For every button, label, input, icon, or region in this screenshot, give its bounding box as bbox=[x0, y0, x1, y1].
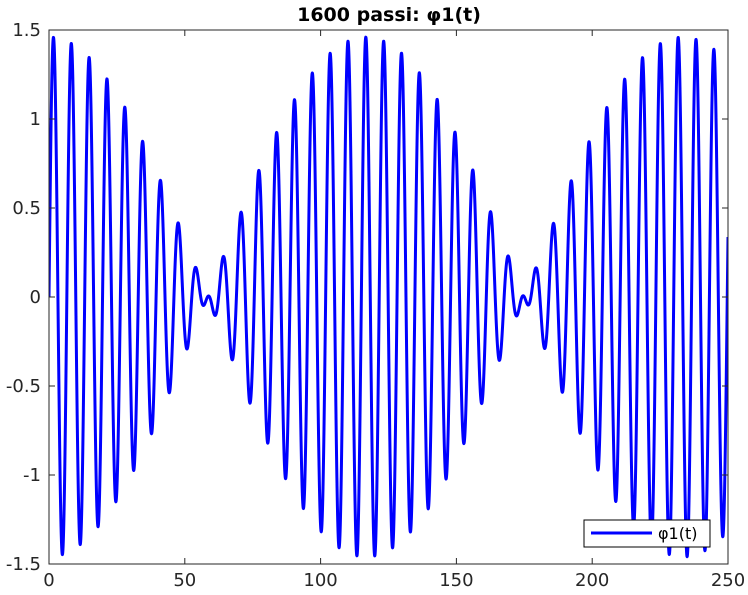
x-tick-label: 0 bbox=[43, 570, 54, 591]
axes: 0 50 100 150 200 250 -1.5 -1 -0.5 0 0.5 1 1.5 bbox=[6, 20, 745, 591]
legend: φ1(t) bbox=[583, 519, 711, 548]
y-tick-label: -0.5 bbox=[6, 376, 41, 397]
y-tick-label: 0.5 bbox=[12, 198, 41, 219]
x-tick-label: 150 bbox=[439, 570, 473, 591]
y-tick-label: -1 bbox=[23, 465, 41, 486]
y-tick-label: 1 bbox=[30, 109, 41, 130]
x-tick-label: 100 bbox=[303, 570, 337, 591]
plot-area bbox=[49, 35, 728, 559]
series-line-0 bbox=[49, 35, 728, 559]
legend-label-phi1: φ1(t) bbox=[658, 524, 698, 543]
x-tick-label: 200 bbox=[575, 570, 609, 591]
y-tick-label: 0 bbox=[30, 287, 41, 308]
x-tick-label: 50 bbox=[173, 570, 196, 591]
chart-title: 1600 passi: φ1(t) bbox=[297, 4, 481, 26]
y-tick-label: -1.5 bbox=[6, 554, 41, 575]
y-tick-label: 1.5 bbox=[12, 20, 41, 41]
x-tick-label: 250 bbox=[711, 570, 745, 591]
